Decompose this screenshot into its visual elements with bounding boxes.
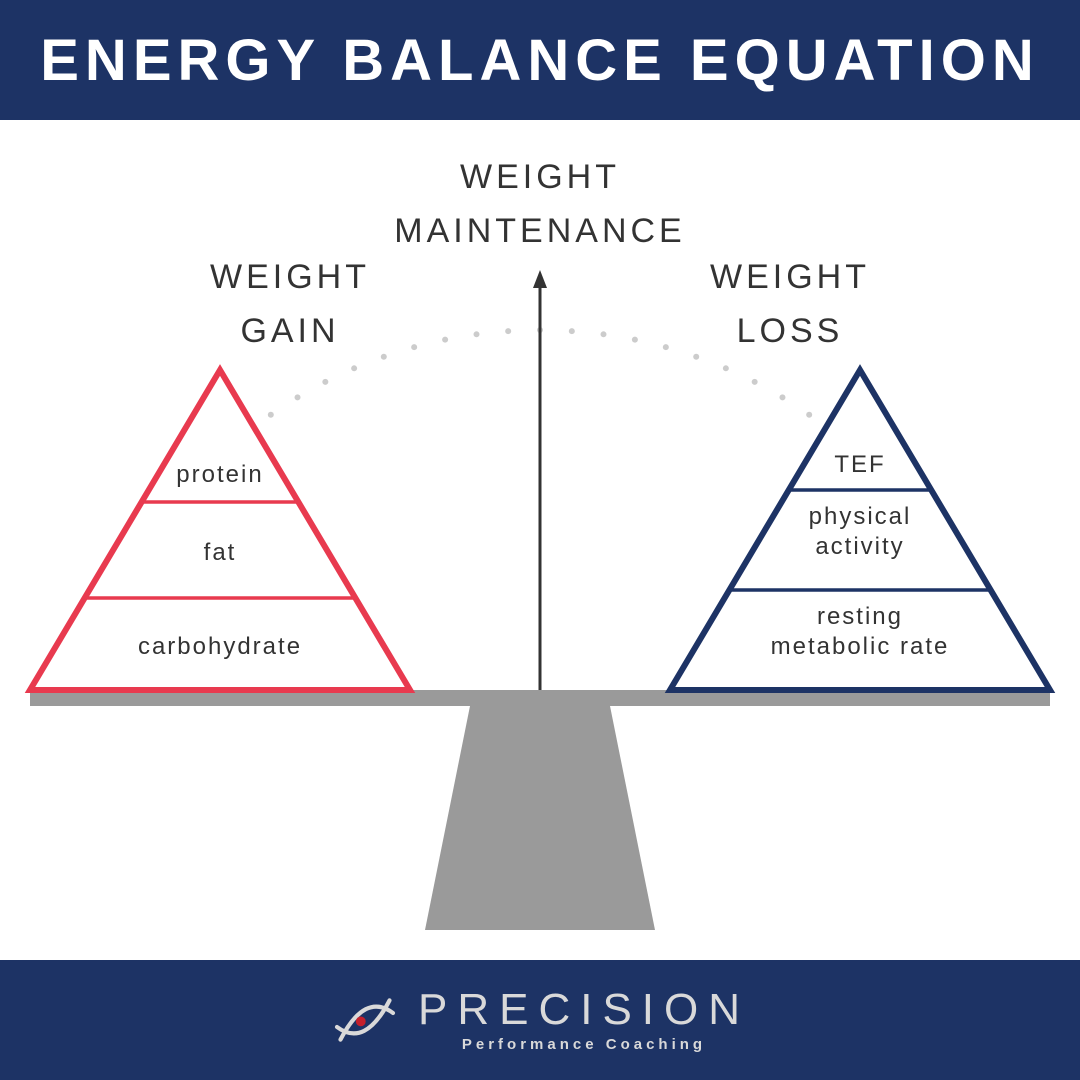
- brand-name: PRECISION: [418, 988, 750, 1032]
- svg-text:fat: fat: [204, 539, 237, 566]
- brand-logo-icon: [330, 985, 400, 1055]
- svg-text:resting: resting: [817, 603, 903, 630]
- svg-text:protein: protein: [176, 461, 263, 488]
- label-weight-loss: WEIGHTLOSS: [670, 250, 910, 359]
- svg-text:metabolic rate: metabolic rate: [771, 633, 950, 660]
- brand-logo-text: PRECISION Performance Coaching: [418, 988, 750, 1053]
- brand-tagline: Performance Coaching: [462, 1036, 706, 1053]
- svg-text:physical: physical: [809, 503, 912, 530]
- header-bar: ENERGY BALANCE EQUATION: [0, 0, 1080, 120]
- footer-bar: PRECISION Performance Coaching: [0, 960, 1080, 1080]
- svg-text:activity: activity: [815, 533, 904, 560]
- svg-text:TEF: TEF: [834, 451, 885, 478]
- diagram-area: protein fat carbohydrate TEF physical activit…: [0, 120, 1080, 960]
- page-title: ENERGY BALANCE EQUATION: [40, 27, 1039, 94]
- svg-text:carbohydrate: carbohydrate: [138, 633, 302, 660]
- label-weight-gain: WEIGHTGAIN: [170, 250, 410, 359]
- label-weight-maintenance: WEIGHTMAINTENANCE: [380, 150, 700, 259]
